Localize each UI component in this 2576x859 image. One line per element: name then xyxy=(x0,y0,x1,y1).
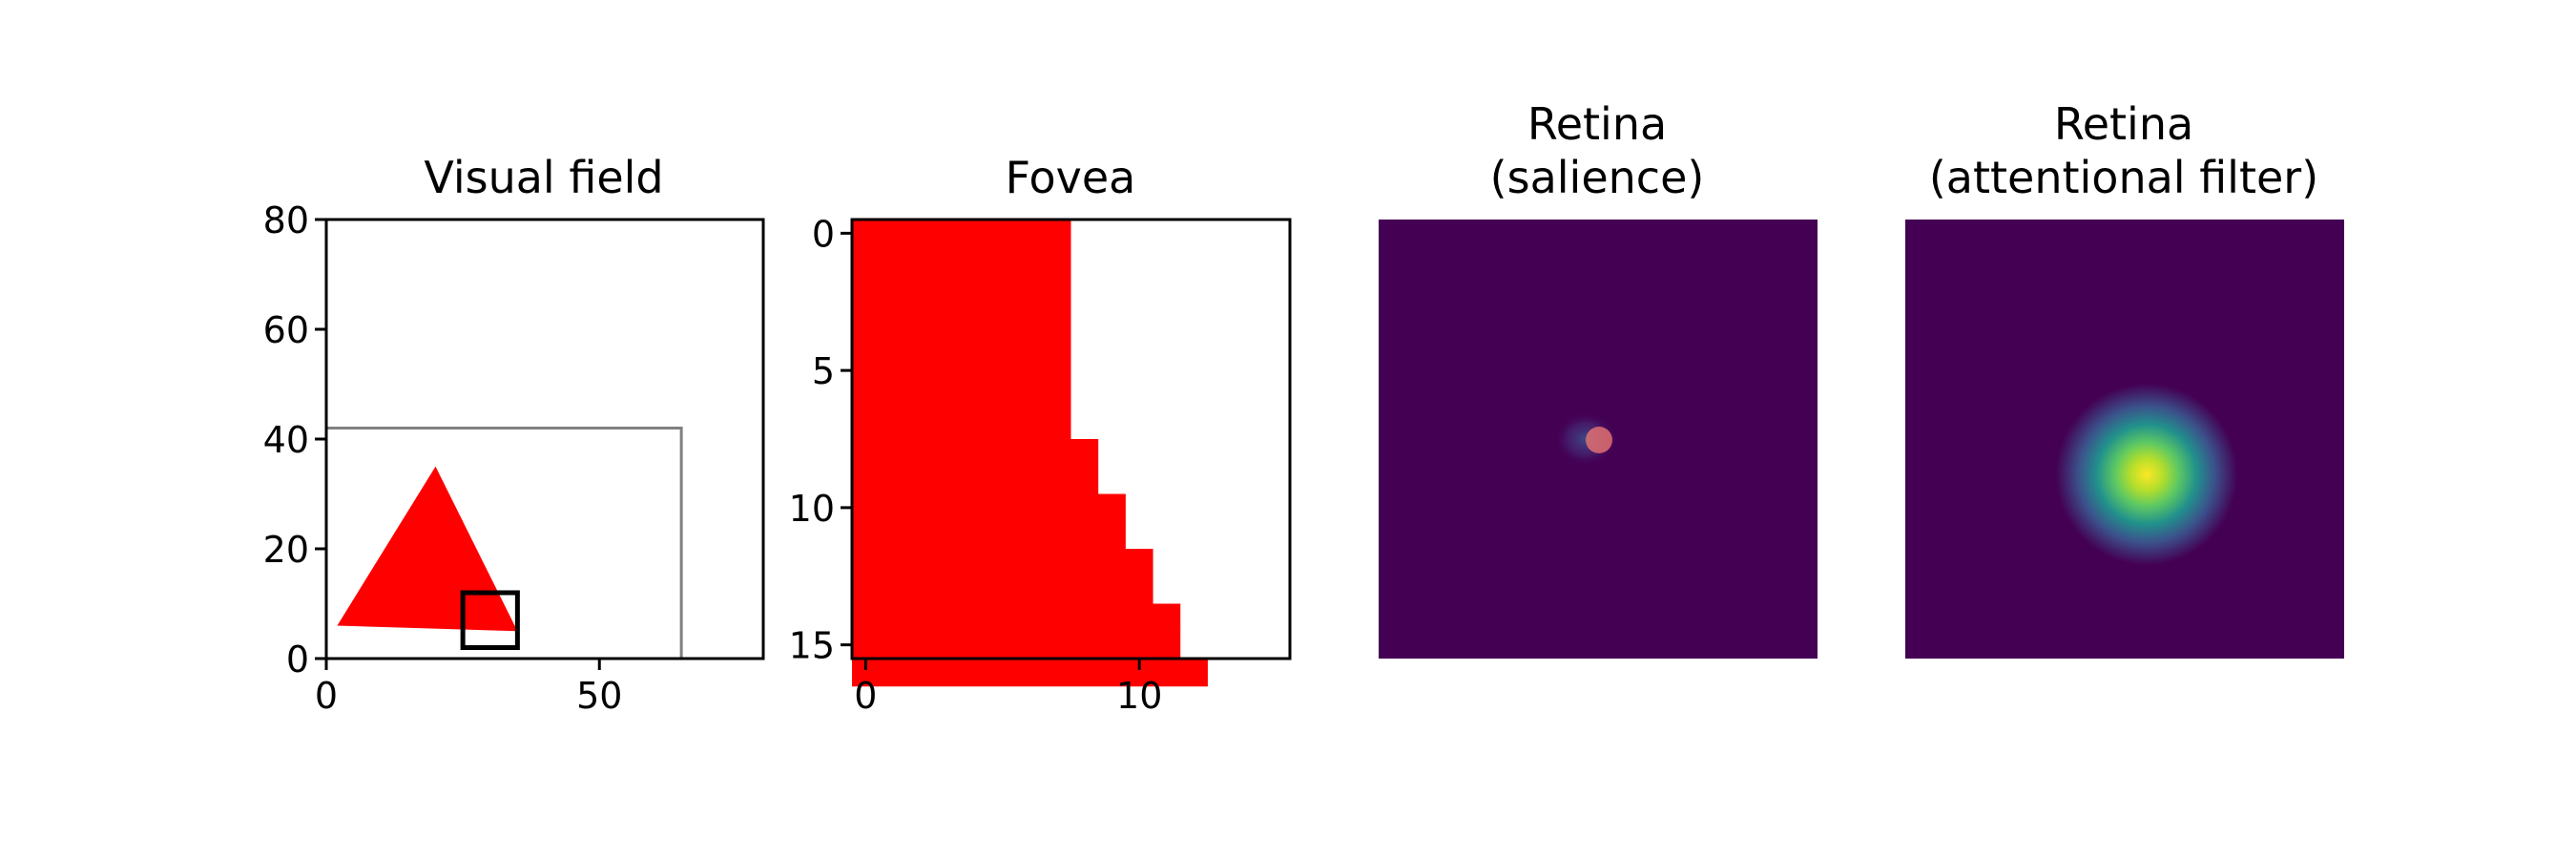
fovea-content xyxy=(852,220,1208,687)
visual-field-title: Visual field xyxy=(424,152,663,203)
retina-bounds-outline xyxy=(326,427,683,659)
salience-title-line2: (salience) xyxy=(1490,152,1705,203)
visual-field-yticks: 0 20 40 60 80 xyxy=(263,199,326,681)
panel-visual-field: Visual field 0 20 40 60 80 0 50 xyxy=(263,152,765,717)
fovea-red-row xyxy=(852,439,1099,468)
y-tick-label: 40 xyxy=(263,419,309,461)
fovea-red-row xyxy=(852,220,1071,248)
fovea-red-row xyxy=(852,493,1126,522)
fovea-red-row xyxy=(852,274,1071,303)
x-tick-label: 0 xyxy=(315,675,338,717)
fovea-red-row xyxy=(852,246,1071,275)
fovea-red-row xyxy=(852,329,1071,358)
fovea-yticks: 0 5 10 15 xyxy=(789,213,852,667)
fovea-red-row xyxy=(852,356,1071,385)
x-tick-label: 0 xyxy=(854,675,877,717)
x-tick-label: 10 xyxy=(1116,675,1162,717)
filter-title-line2: (attentional filter) xyxy=(1929,152,2318,203)
fovea-red-row xyxy=(852,659,1208,687)
fovea-box xyxy=(460,590,520,650)
y-tick-label: 15 xyxy=(789,625,835,667)
red-triangle xyxy=(337,466,518,632)
fovea-red-row xyxy=(852,411,1071,440)
fovea-xticks: 0 10 xyxy=(854,659,1162,717)
fovea-red-row xyxy=(852,631,1181,660)
fovea-red-row xyxy=(852,521,1126,550)
fovea-red-row xyxy=(852,576,1153,604)
fovea-frame xyxy=(850,218,1292,660)
panel-retina-salience: Retina (salience) xyxy=(1379,98,1818,659)
salience-title-line1: Retina xyxy=(1527,98,1667,150)
visual-field-content xyxy=(326,427,683,659)
fovea-red-row xyxy=(852,302,1071,330)
fixation-marker xyxy=(1586,427,1612,453)
fovea-red-row xyxy=(852,466,1099,494)
y-tick-label: 20 xyxy=(263,529,309,571)
y-tick-label: 5 xyxy=(812,350,835,392)
y-tick-label: 0 xyxy=(286,639,309,681)
x-tick-label: 50 xyxy=(576,675,622,717)
fovea-title: Fovea xyxy=(1006,152,1136,203)
visual-field-xticks: 0 50 xyxy=(315,659,622,717)
y-tick-label: 10 xyxy=(789,488,835,530)
y-tick-label: 60 xyxy=(263,309,309,351)
attentional-filter-blob xyxy=(2056,384,2237,565)
filter-title-line1: Retina xyxy=(2054,98,2193,150)
panel-fovea: Fovea 0 5 10 15 0 10 xyxy=(789,152,1292,717)
fovea-red-row xyxy=(852,549,1153,577)
fovea-red-row xyxy=(852,603,1181,632)
panel-retina-attentional-filter: Retina (attentional filter) xyxy=(1905,98,2344,659)
y-tick-label: 80 xyxy=(263,199,309,241)
y-tick-label: 0 xyxy=(812,213,835,255)
fovea-red-row xyxy=(852,384,1071,412)
